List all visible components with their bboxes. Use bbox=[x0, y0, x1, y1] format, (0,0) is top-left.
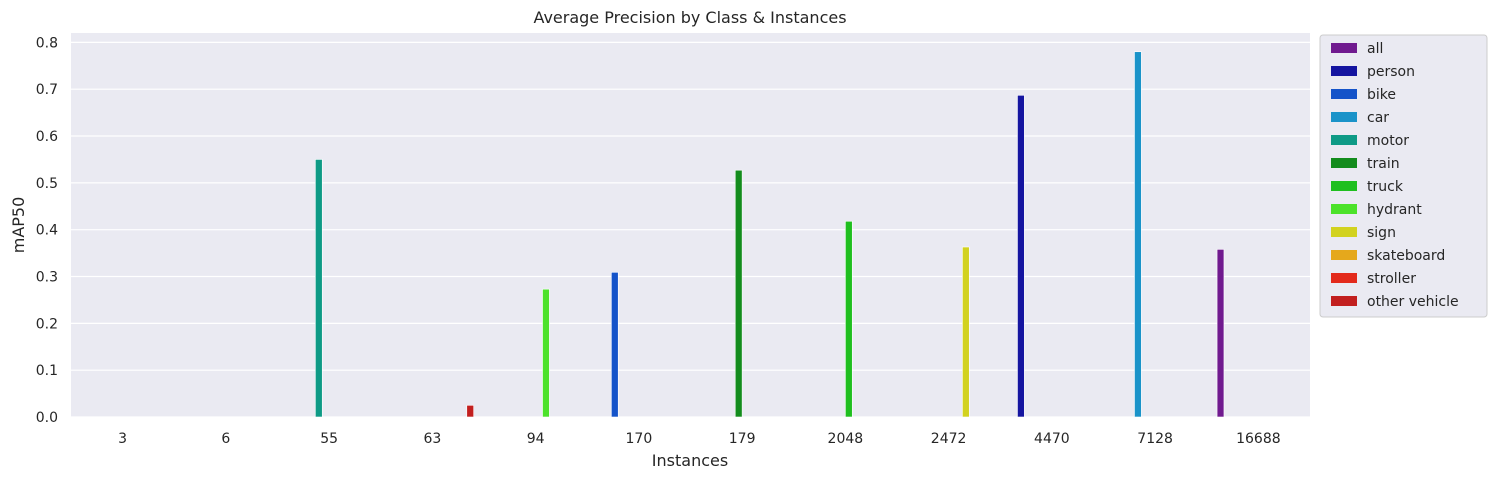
legend-label: sign bbox=[1367, 225, 1396, 241]
legend-swatch-bike bbox=[1331, 89, 1357, 99]
legend: all person bike car motor train truck hydrant si… bbox=[1319, 34, 1488, 318]
x-tick-label: 2048 bbox=[828, 431, 864, 447]
legend-label: car bbox=[1367, 110, 1389, 126]
legend-swatch-other-vehicle bbox=[1331, 296, 1357, 306]
bar-person bbox=[1017, 94, 1025, 418]
x-tick-label: 16688 bbox=[1236, 431, 1281, 447]
y-tick-label: 0.6 bbox=[36, 129, 58, 145]
legend-label: train bbox=[1367, 156, 1400, 172]
x-tick-label: 7128 bbox=[1137, 431, 1173, 447]
y-tick-label: 0.2 bbox=[36, 316, 58, 332]
legend-swatch-motor bbox=[1331, 135, 1357, 145]
bar-sign bbox=[962, 246, 970, 418]
x-tick-label: 63 bbox=[423, 431, 441, 447]
bar-all bbox=[1216, 249, 1225, 418]
legend-swatch-car bbox=[1331, 112, 1357, 122]
bar-car bbox=[1134, 51, 1142, 418]
y-tick-label: 0.4 bbox=[36, 223, 58, 239]
y-tick-label: 0.5 bbox=[36, 176, 58, 192]
bar-hydrant bbox=[542, 288, 550, 418]
y-tick-labels: 0.0 0.1 0.2 0.3 0.4 0.5 0.6 0.7 0.8 bbox=[36, 35, 58, 426]
plot-area bbox=[71, 33, 1310, 417]
legend-swatch-all bbox=[1331, 43, 1357, 53]
bars bbox=[315, 51, 1225, 418]
x-axis-label: Instances bbox=[652, 451, 728, 470]
x-tick-label: 170 bbox=[626, 431, 653, 447]
y-tick-label: 0.8 bbox=[36, 35, 58, 51]
legend-swatch-stroller bbox=[1331, 273, 1357, 283]
x-tick-label: 4470 bbox=[1034, 431, 1070, 447]
x-tick-label: 94 bbox=[527, 431, 545, 447]
legend-label: person bbox=[1367, 64, 1415, 80]
x-tick-label: 2472 bbox=[931, 431, 967, 447]
bar-bike bbox=[611, 271, 619, 418]
legend-label: hydrant bbox=[1367, 202, 1422, 218]
legend-swatch-person bbox=[1331, 66, 1357, 76]
legend-swatch-train bbox=[1331, 158, 1357, 168]
legend-label: truck bbox=[1367, 179, 1404, 195]
legend-swatch-skateboard bbox=[1331, 250, 1357, 260]
bar-motor bbox=[315, 159, 323, 418]
legend-swatch-sign bbox=[1331, 227, 1357, 237]
y-axis-label: mAP50 bbox=[9, 197, 28, 254]
legend-label: other vehicle bbox=[1367, 294, 1459, 310]
legend-label: motor bbox=[1367, 133, 1409, 149]
x-tick-label: 6 bbox=[221, 431, 230, 447]
legend-label: skateboard bbox=[1367, 248, 1445, 264]
y-tick-label: 0.3 bbox=[36, 270, 58, 286]
legend-label: bike bbox=[1367, 87, 1396, 103]
x-tick-label: 55 bbox=[320, 431, 338, 447]
legend-label: all bbox=[1367, 41, 1383, 57]
gridlines bbox=[71, 41, 1310, 418]
y-tick-label: 0.1 bbox=[36, 363, 58, 379]
y-tick-label: 0.7 bbox=[36, 82, 58, 98]
x-tick-label: 179 bbox=[729, 431, 756, 447]
x-tick-labels: 3 6 55 63 94 170 179 2048 2472 4470 7128 16688 bbox=[118, 431, 1280, 447]
legend-swatch-hydrant bbox=[1331, 204, 1357, 214]
bar-truck bbox=[845, 220, 853, 418]
bar-train bbox=[734, 169, 743, 418]
chart-title: Average Precision by Class & Instances bbox=[533, 8, 846, 27]
legend-label: stroller bbox=[1367, 271, 1416, 287]
x-tick-label: 3 bbox=[118, 431, 127, 447]
legend-swatch-truck bbox=[1331, 181, 1357, 191]
legend-frame bbox=[1319, 34, 1488, 318]
y-tick-label: 0.0 bbox=[36, 410, 58, 426]
bar-other-vehicle bbox=[466, 404, 474, 418]
